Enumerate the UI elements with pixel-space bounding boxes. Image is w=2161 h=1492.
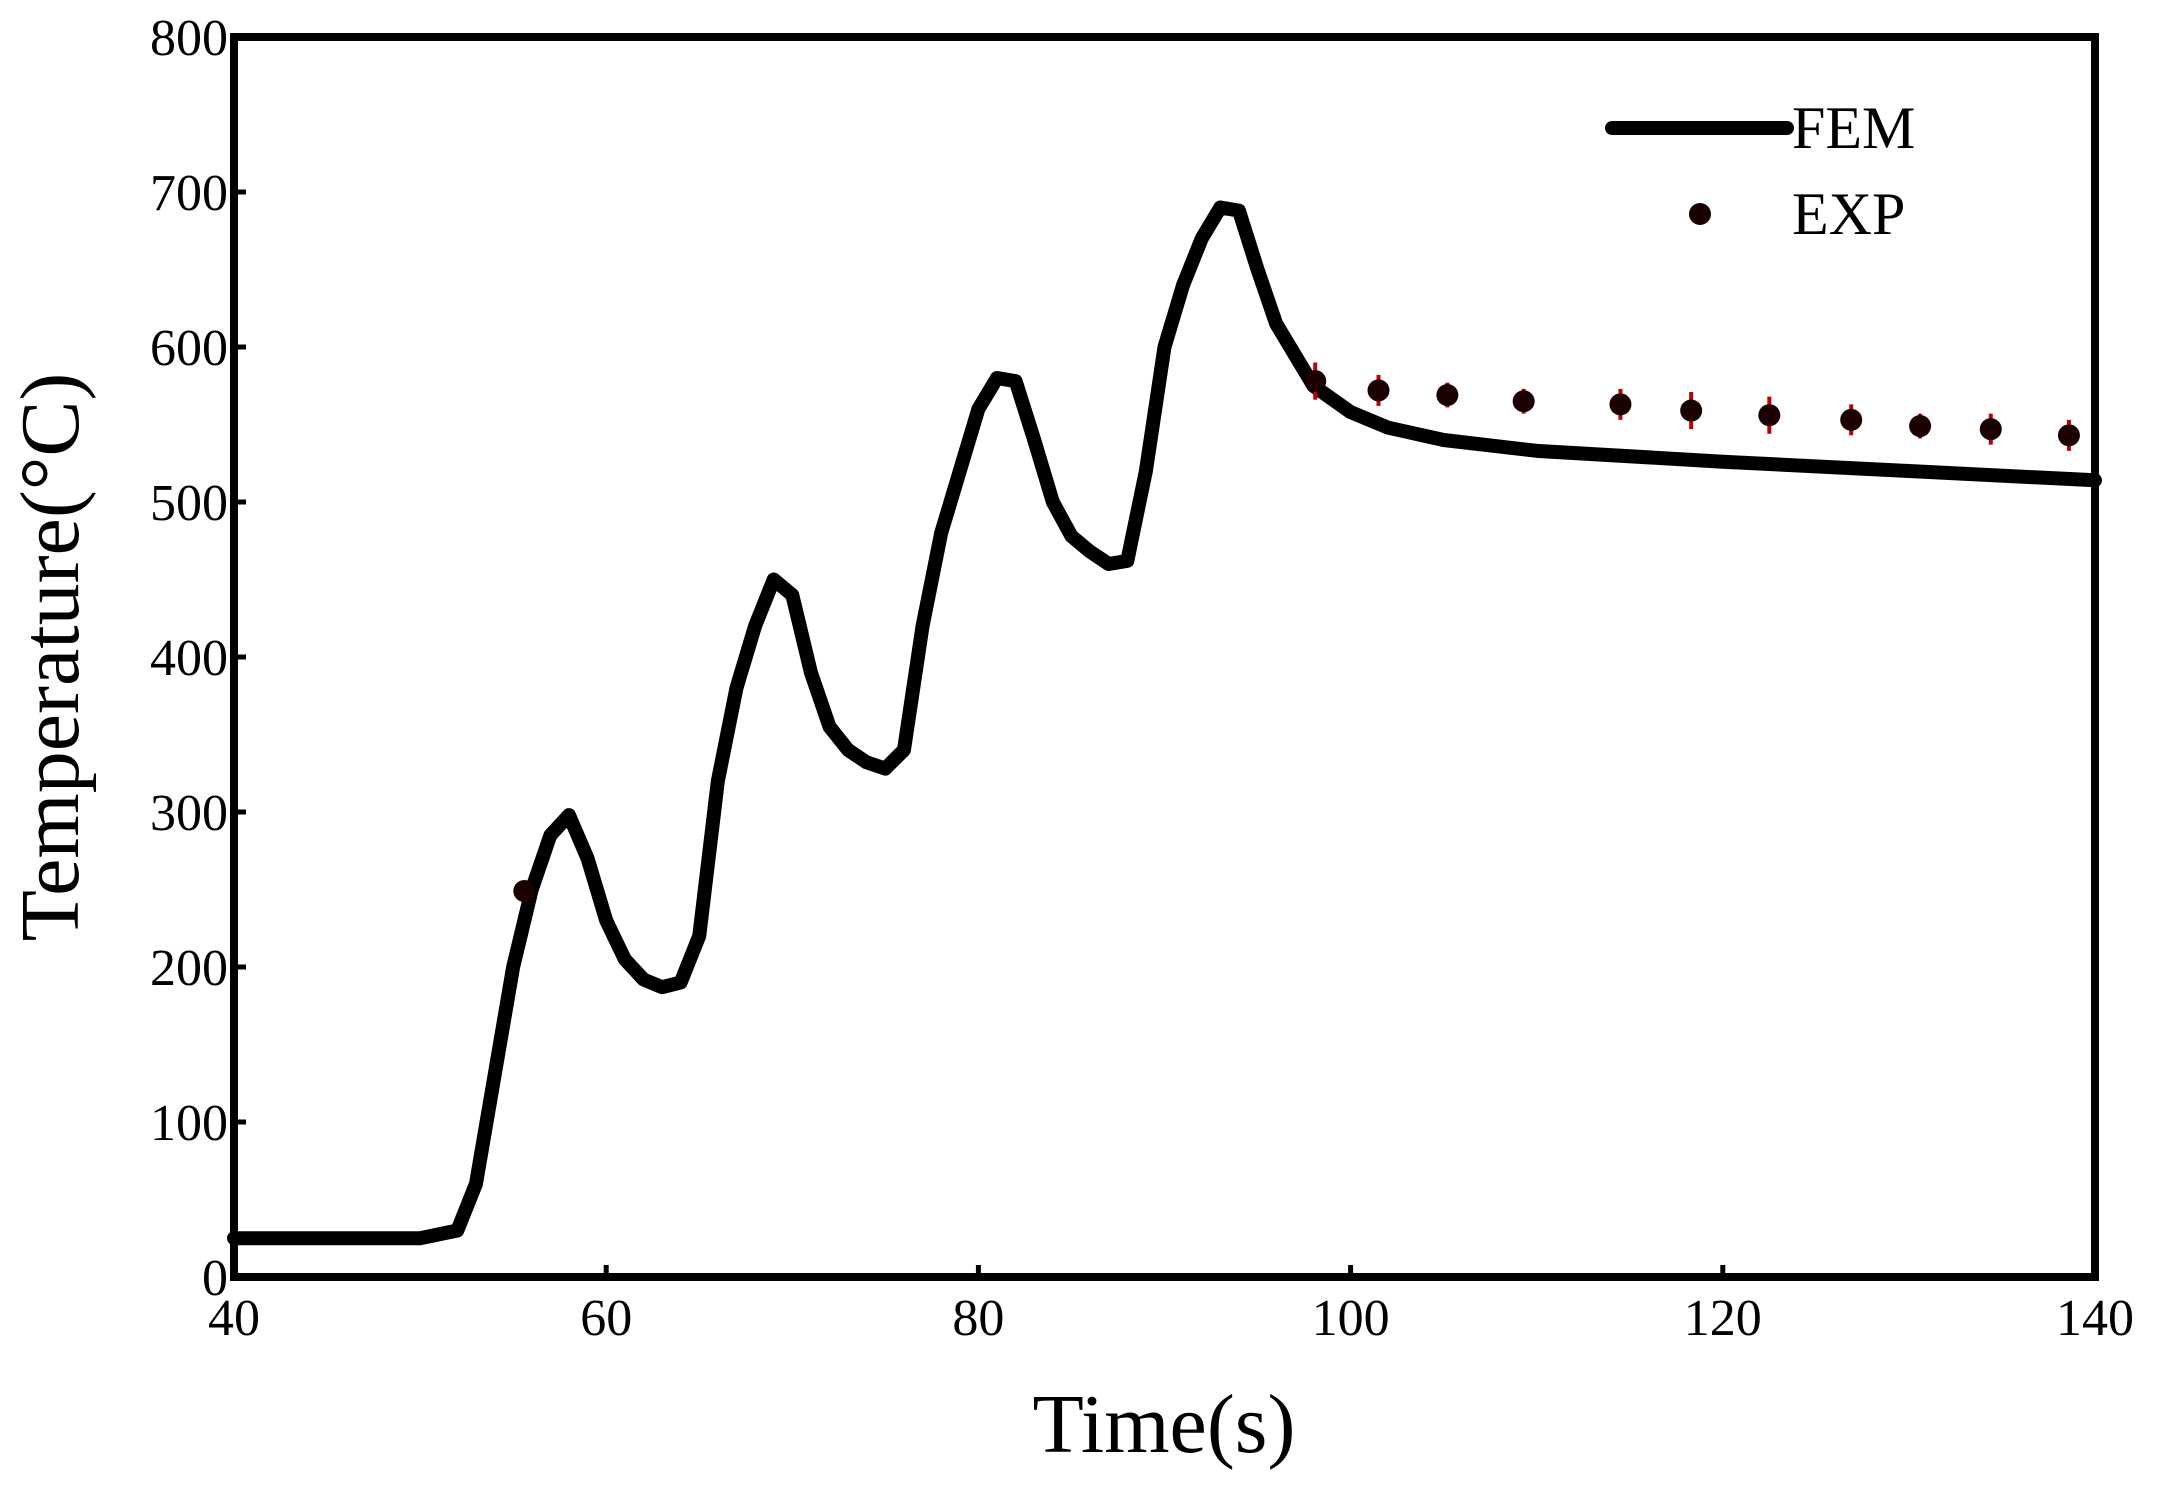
- exp-point: [513, 880, 536, 903]
- y-tick-label: 600: [150, 320, 228, 377]
- legend-label: EXP: [1792, 181, 1905, 247]
- exp-point: [1680, 399, 1703, 422]
- y-tick-label: 800: [150, 10, 228, 67]
- fem-line: [227, 200, 2102, 1246]
- x-axis-title: Time(s): [1033, 1378, 1296, 1471]
- exp-point: [1758, 404, 1781, 427]
- y-tick-label: 0: [202, 1250, 228, 1307]
- x-tick-label: 40: [208, 1290, 260, 1347]
- plot-frame: [230, 33, 2099, 1281]
- x-tick-label: 100: [1312, 1290, 1390, 1347]
- x-tick-label: 140: [2056, 1290, 2134, 1347]
- y-tick-label: 200: [150, 940, 228, 997]
- legend-label: FEM: [1792, 95, 1915, 161]
- exp-point: [1436, 384, 1459, 407]
- y-tick-label: 100: [150, 1095, 228, 1152]
- exp-point: [1367, 379, 1390, 402]
- exp-point: [1609, 393, 1632, 416]
- legend-swatch: [1689, 203, 1711, 225]
- y-tick-label: 700: [150, 165, 228, 222]
- y-tick-label: 300: [150, 785, 228, 842]
- exp-point: [1979, 418, 2002, 441]
- exp-point: [1512, 390, 1535, 413]
- y-tick-label: 500: [150, 475, 228, 532]
- exp-point: [1840, 408, 1863, 431]
- y-tick-label: 400: [150, 630, 228, 687]
- x-tick-label: 60: [580, 1290, 632, 1347]
- exp-point: [2057, 424, 2080, 447]
- x-tick-label: 120: [1684, 1290, 1762, 1347]
- exp-point: [1909, 415, 1932, 438]
- exp-point: [1304, 370, 1327, 393]
- y-axis-title: Temperature(°C): [4, 373, 97, 942]
- x-tick-label: 80: [952, 1290, 1004, 1347]
